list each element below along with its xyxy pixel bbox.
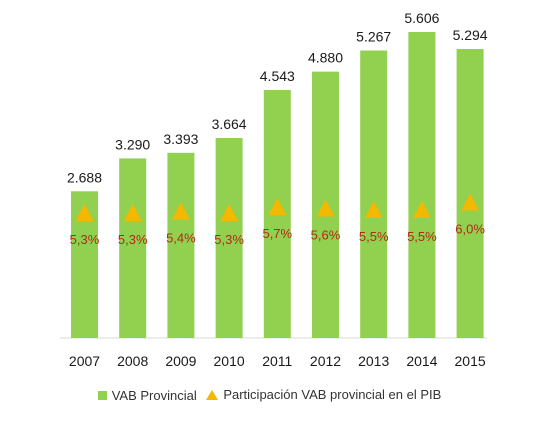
participation-marker bbox=[171, 202, 190, 220]
legend-item-vab: VAB Provincial bbox=[97, 387, 197, 403]
bar-value-label: 4.880 bbox=[308, 50, 343, 66]
x-tick-label: 2011 bbox=[262, 353, 292, 369]
chart: 2.688 3.290 3.393 3.664 4.543 4.880 5.267 5.606… bbox=[60, 10, 488, 369]
bar-value-label: 3.664 bbox=[212, 116, 247, 132]
participation-marker bbox=[461, 193, 480, 211]
bar-value-label: 2.688 bbox=[67, 169, 102, 185]
participation-marker bbox=[220, 204, 239, 221]
participation-marker bbox=[268, 198, 287, 215]
bar bbox=[360, 50, 388, 339]
participation-marker bbox=[316, 199, 335, 217]
participation-label: 5,3% bbox=[70, 232, 100, 247]
x-ticks: 2007 2008 2009 2010 2011 2012 2013 2014 2015 bbox=[69, 353, 486, 369]
legend-label-vab: VAB Provincial bbox=[111, 387, 197, 403]
participation-label: 5,3% bbox=[214, 232, 244, 247]
bar-value-label: 5.606 bbox=[404, 10, 439, 26]
legend-swatch-bar bbox=[97, 390, 107, 400]
participation-marker bbox=[75, 204, 94, 221]
participation-marker bbox=[123, 204, 142, 221]
participation-label: 5,7% bbox=[262, 226, 292, 241]
x-tick-label: 2015 bbox=[455, 353, 486, 369]
x-tick-label: 2014 bbox=[406, 353, 437, 369]
bar-value-label: 3.393 bbox=[163, 131, 198, 147]
x-tick-label: 2013 bbox=[358, 353, 389, 369]
participation-marker bbox=[412, 201, 431, 218]
participation-label: 6,0% bbox=[455, 222, 485, 237]
participation-label: 5,5% bbox=[407, 229, 437, 244]
bar bbox=[167, 152, 195, 338]
participation-label: 5,4% bbox=[166, 231, 196, 246]
legend: VAB Provincial Participación VAB provinc… bbox=[0, 387, 539, 403]
legend-label-participacion: Participación VAB provincial en el PIB bbox=[223, 387, 442, 402]
bar bbox=[408, 32, 436, 338]
x-tick-label: 2012 bbox=[310, 353, 341, 369]
legend-item-participacion: Participación VAB provincial en el PIB bbox=[206, 387, 441, 402]
x-tick-label: 2010 bbox=[214, 353, 245, 369]
markers-group: 5,3% 5,3% 5,4% 5,3% 5,7% 5,6% 5,5% 5,5% 6,0% bbox=[70, 193, 485, 247]
x-tick-label: 2007 bbox=[69, 353, 100, 369]
participation-label: 5,5% bbox=[359, 229, 389, 244]
participation-marker bbox=[364, 201, 383, 218]
bar-value-label: 3.290 bbox=[115, 136, 150, 152]
bar-value-label: 5.267 bbox=[356, 29, 391, 45]
bar-value-label: 5.294 bbox=[453, 27, 488, 43]
bar bbox=[119, 158, 147, 338]
participation-label: 5,6% bbox=[311, 228, 341, 243]
legend-swatch-triangle bbox=[206, 389, 219, 400]
x-tick-label: 2009 bbox=[165, 353, 196, 369]
bars-group: 2.688 3.290 3.393 3.664 4.543 4.880 5.267 5.606… bbox=[67, 10, 488, 339]
bar bbox=[215, 138, 243, 338]
participation-label: 5,3% bbox=[118, 232, 148, 247]
x-tick-label: 2008 bbox=[117, 353, 148, 369]
bar-value-label: 4.543 bbox=[260, 68, 295, 84]
